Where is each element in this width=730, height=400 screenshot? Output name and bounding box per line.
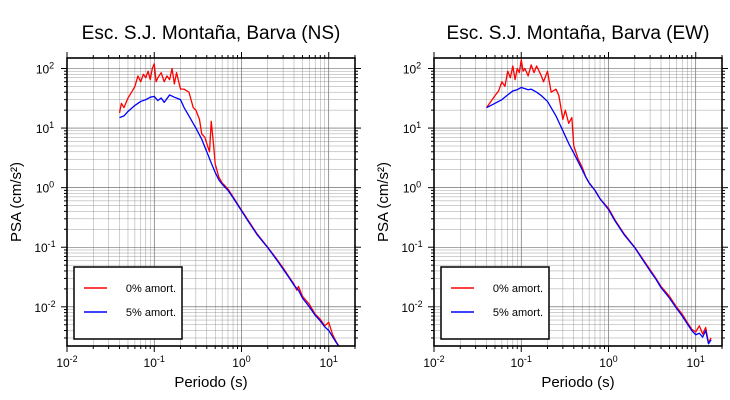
x-tick-label: 10-2: [423, 354, 444, 370]
x-tick-label: 10-1: [511, 354, 532, 370]
x-tick-label: 100: [232, 354, 250, 370]
y-axis-label: PSA (cm/s²): [375, 162, 392, 242]
plot-frame: [433, 57, 723, 347]
x-tick-label: 100: [599, 354, 617, 370]
chart-panel-2: 10-2 10-1 100 101 10-2 10-1 100 101 102 Esc. S.J.…: [375, 23, 728, 391]
axis-ticks: [428, 52, 728, 352]
legend-label: 0% amort.: [126, 283, 176, 295]
series-group: [118, 63, 340, 346]
y-tick-label: 101: [403, 120, 421, 136]
series-group: [486, 59, 712, 345]
legend-box: [440, 266, 550, 340]
y-tick-label: 10-2: [34, 299, 55, 315]
chart-title: Esc. S.J. Montaña, Barva (NS): [82, 23, 341, 44]
legend-label: 0% amort.: [493, 283, 543, 295]
legend-box: [73, 266, 183, 340]
legend: 0% amort. 5% amort.: [73, 266, 183, 340]
x-axis-label: Periodo (s): [541, 374, 614, 391]
series-line: [486, 59, 712, 344]
y-tick-label: 100: [403, 180, 421, 196]
legend: 0% amort. 5% amort.: [440, 266, 550, 340]
y-tick-label: 102: [36, 60, 54, 76]
y-tick-label: 10-2: [401, 299, 422, 315]
series-line: [119, 94, 340, 346]
legend-label: 5% amort.: [493, 307, 543, 319]
grid-lines: [67, 58, 355, 346]
grid-lines: [434, 58, 722, 346]
y-tick-label: 102: [403, 60, 421, 76]
y-tick-label: 10-1: [34, 239, 55, 255]
y-tick-label: 101: [36, 120, 54, 136]
chart-panel-1: 10-2 10-1 100 101 10-2 10-1 100 101 102 Esc. S.J.…: [8, 23, 361, 391]
x-tick-label: 101: [687, 354, 705, 370]
chart-title: Esc. S.J. Montaña, Barva (EW): [447, 23, 710, 44]
legend-label: 5% amort.: [126, 307, 176, 319]
x-tick-label: 10-2: [56, 354, 77, 370]
series-line: [486, 86, 712, 345]
y-tick-label: 100: [36, 180, 54, 196]
plot-frame: [66, 57, 356, 347]
x-axis-label: Periodo (s): [174, 374, 247, 391]
x-tick-label: 10-1: [144, 354, 165, 370]
x-tick-label: 101: [320, 354, 338, 370]
axis-ticks: [61, 52, 361, 352]
y-axis-label: PSA (cm/s²): [8, 162, 25, 242]
y-tick-label: 10-1: [401, 239, 422, 255]
